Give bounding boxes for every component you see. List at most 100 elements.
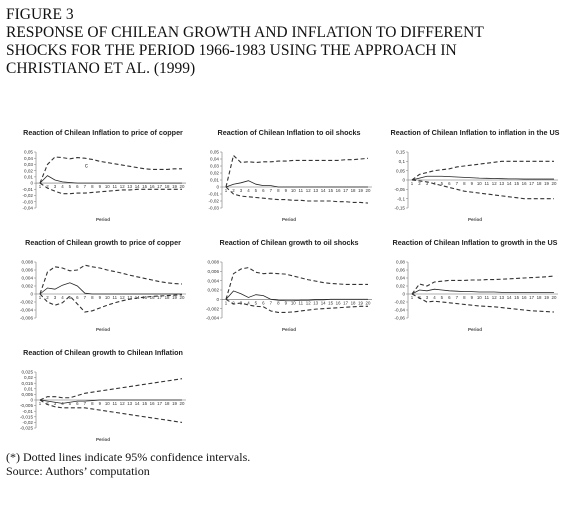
x-tick-label: 17 <box>157 184 162 189</box>
x-tick-label: 4 <box>61 295 64 300</box>
y-tick-label: 0,025 <box>22 370 34 375</box>
x-tick-label: 9 <box>285 300 288 305</box>
x-tick-label: 6 <box>262 188 265 193</box>
impulse-response-line <box>225 180 368 188</box>
x-tick-label: 20 <box>366 300 371 305</box>
x-tick-label: 12 <box>492 181 497 186</box>
x-tick-label: 2 <box>418 181 421 186</box>
x-tick-label: 10 <box>105 184 110 189</box>
x-tick-label: 11 <box>112 295 117 300</box>
x-tick-label: 11 <box>112 184 117 189</box>
y-tick-label: 0 <box>402 292 405 297</box>
lower-confidence-line <box>39 182 182 195</box>
x-tick-label: 11 <box>484 295 489 300</box>
x-tick-label: 16 <box>150 295 155 300</box>
impulse-response-line <box>39 175 182 184</box>
impulse-response-line <box>411 175 554 181</box>
x-tick-label: 10 <box>291 300 296 305</box>
x-tick-label: 20 <box>366 188 371 193</box>
x-tick-label: 2 <box>46 295 49 300</box>
chart-title: Reaction of Chilean growth to oil shocks <box>219 238 359 247</box>
x-tick-label: 8 <box>463 295 466 300</box>
source-note: Source: Authors’ computation <box>6 464 150 478</box>
x-tick-label: 13 <box>313 300 318 305</box>
x-tick-label: 1 <box>39 184 42 189</box>
x-tick-label: 13 <box>499 181 504 186</box>
y-tick-label: -0,002 <box>20 300 33 305</box>
upper-confidence-line <box>225 267 368 300</box>
chart-panel-growth-oil: Reaction of Chilean growth to oil shocks… <box>200 238 378 332</box>
x-tick-label: 7 <box>456 295 459 300</box>
figure-title-line-3: SHOCKS FOR THE PERIOD 1966-1983 USING TH… <box>6 42 457 59</box>
chart-plot: 0,0250,020,0150,010,0050-0,005-0,01-0,01… <box>20 370 186 431</box>
x-tick-label: 5 <box>255 300 258 305</box>
x-tick-label: 8 <box>463 181 466 186</box>
x-tick-label: 12 <box>492 295 497 300</box>
x-tick-label: 6 <box>76 295 79 300</box>
x-tick-label: 14 <box>507 295 512 300</box>
x-tick-label: 6 <box>448 181 451 186</box>
x-tick-label: 14 <box>321 300 326 305</box>
y-tick-label: -0,01 <box>23 409 34 414</box>
y-tick-label: 0,04 <box>396 276 405 281</box>
y-tick-label: 0 <box>30 181 33 186</box>
x-tick-label: 4 <box>247 300 250 305</box>
y-tick-label: 0 <box>30 398 33 403</box>
x-axis-label: Period <box>467 327 482 332</box>
x-tick-label: 1 <box>225 300 228 305</box>
x-tick-label: 7 <box>270 188 273 193</box>
chart-title: Reaction of Chilean Inflation to price o… <box>23 128 183 137</box>
upper-confidence-line <box>225 154 369 188</box>
x-tick-label: 13 <box>127 295 132 300</box>
x-tick-label: 14 <box>135 184 140 189</box>
x-tick-label: 12 <box>306 300 311 305</box>
x-tick-label: 12 <box>120 401 125 406</box>
x-tick-label: 11 <box>484 181 489 186</box>
chart-annotation: c <box>85 164 88 170</box>
x-tick-label: 5 <box>69 295 72 300</box>
x-tick-label: 6 <box>76 184 79 189</box>
x-tick-label: 17 <box>157 295 162 300</box>
x-tick-label: 8 <box>91 295 94 300</box>
x-tick-label: 4 <box>61 184 64 189</box>
y-tick-label: -0,04 <box>395 308 406 313</box>
x-tick-label: 4 <box>433 295 436 300</box>
x-tick-label: 20 <box>552 295 557 300</box>
y-tick-label: -0,04 <box>23 206 34 211</box>
x-tick-label: 1 <box>411 181 414 186</box>
y-tick-label: 0,004 <box>22 276 34 281</box>
y-tick-label: -0,005 <box>20 403 33 408</box>
x-tick-label: 13 <box>127 184 132 189</box>
y-tick-label: 0 <box>216 297 219 302</box>
x-tick-label: 7 <box>270 300 273 305</box>
y-tick-label: 0,002 <box>208 288 220 293</box>
y-tick-label: 0,06 <box>396 268 405 273</box>
x-tick-label: 14 <box>321 188 326 193</box>
x-tick-label: 2 <box>232 188 235 193</box>
x-tick-label: 18 <box>351 188 356 193</box>
x-tick-label: 1 <box>39 295 42 300</box>
x-tick-label: 2 <box>232 300 235 305</box>
x-tick-label: 13 <box>127 401 132 406</box>
chart-panel-inflation-oil: Reaction of Chilean Inflation to oil sho… <box>200 128 378 222</box>
x-tick-label: 19 <box>544 295 549 300</box>
upper-confidence-line <box>39 378 183 401</box>
x-tick-label: 5 <box>255 188 258 193</box>
chart-panel-inflation-us-growth: Reaction of Chilean Inflation to growth … <box>386 238 564 332</box>
y-tick-label: 0,01 <box>24 386 33 391</box>
y-tick-label: -0,015 <box>20 414 33 419</box>
chart-plot: 0,150,10,050-0,05-0,1-0,151 2 3 4 5 6 7 8 9 10 11 1… <box>395 150 558 211</box>
y-tick-label: 0,015 <box>22 381 34 386</box>
x-tick-label: 11 <box>298 300 303 305</box>
chart-plot: 0,080,060,040,020-0,02-0,04-0,061 2 3 4 5 6 7 8… <box>395 260 558 321</box>
y-tick-label: -0,002 <box>206 306 219 311</box>
x-tick-label: 20 <box>180 295 185 300</box>
y-tick-label: 0,008 <box>208 260 220 265</box>
x-axis-label: Period <box>95 327 110 332</box>
x-tick-label: 14 <box>135 401 140 406</box>
y-tick-label: 0,05 <box>210 150 219 155</box>
x-tick-label: 16 <box>522 295 527 300</box>
x-tick-label: 15 <box>328 188 333 193</box>
x-tick-label: 19 <box>172 295 177 300</box>
